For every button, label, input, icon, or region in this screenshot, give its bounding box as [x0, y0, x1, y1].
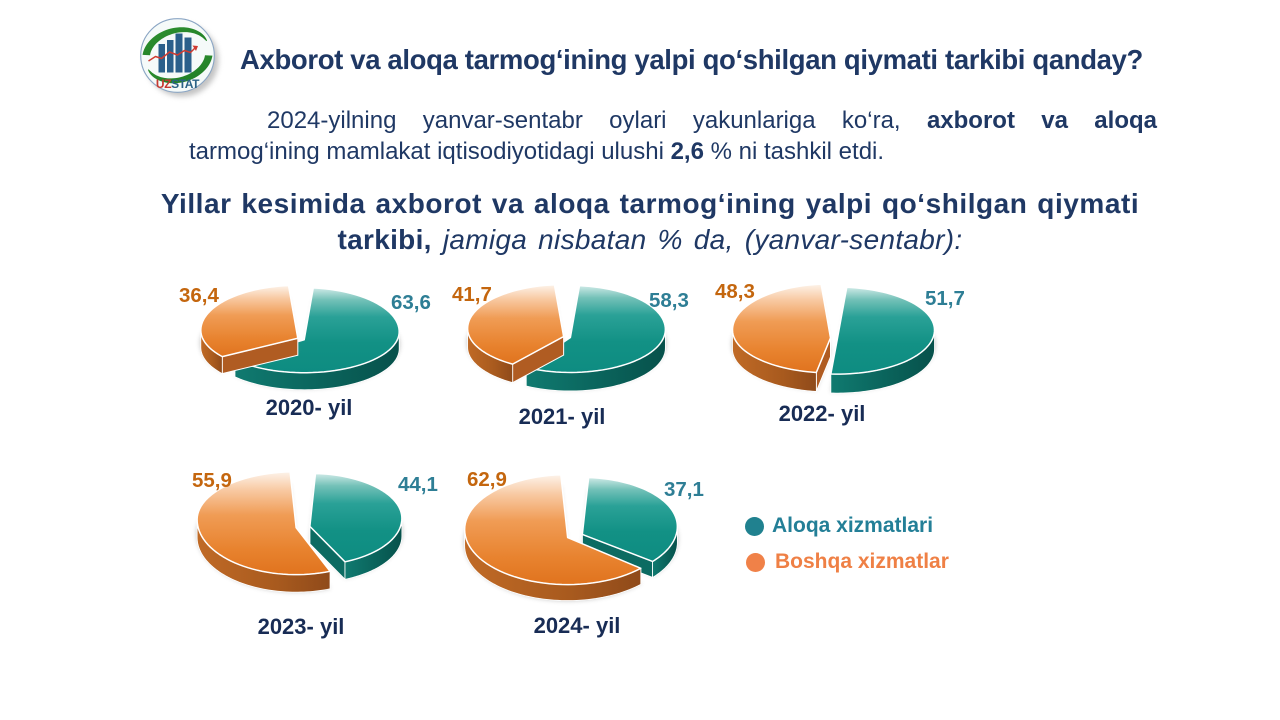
svg-text:UZSTAT: UZSTAT	[156, 77, 200, 91]
